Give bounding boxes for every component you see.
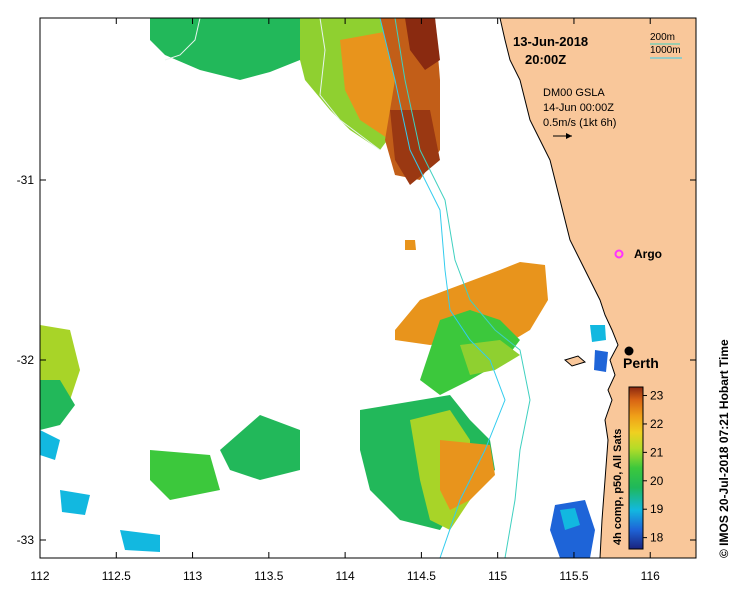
y-tick-label: -31	[17, 173, 35, 187]
land-mass	[499, 18, 696, 558]
header-date: 13-Jun-2018	[513, 34, 588, 49]
x-tick-label: 115.5	[559, 569, 588, 583]
overlay-line3: 0.5m/s (1kt 6h)	[543, 117, 616, 129]
header-time: 20:00Z	[525, 52, 566, 67]
depth-label-1000: 1000m	[650, 45, 681, 56]
x-axis: 112 112.5 113 113.5 114 114.5 115 115.5 116	[30, 18, 660, 583]
isobath-1000-b	[319, 18, 381, 151]
argo-label: Argo	[634, 247, 662, 261]
y-tick-label: -32	[17, 353, 35, 367]
x-tick-label: 114	[336, 569, 355, 583]
x-tick-label: 113.5	[254, 569, 283, 583]
colorbar-tick-label: 23	[650, 389, 664, 403]
rottnest-island	[563, 355, 587, 367]
argo-marker-icon	[614, 249, 624, 259]
colorbar-tick-label: 19	[650, 502, 664, 516]
colorbar-tick-label: 20	[650, 474, 664, 488]
perth-marker-icon	[624, 346, 634, 356]
velocity-arrow-icon	[553, 133, 572, 139]
x-tick-label: 114.5	[407, 569, 436, 583]
perth-label: Perth	[623, 355, 659, 371]
y-tick-label: -33	[17, 533, 35, 547]
colorbar-tick-label: 21	[650, 445, 664, 459]
isobath-1000	[379, 18, 506, 558]
isobath-200	[394, 18, 531, 558]
copyright-label: © IMOS 20-Jul-2018 07:21 Hobart Time	[717, 339, 731, 558]
overlay-line1: DM00 GSLA	[543, 87, 605, 99]
colorbar	[628, 386, 644, 550]
x-tick-label: 115	[488, 569, 507, 583]
colorbar-ticks: 23 22 21 20 19 18	[643, 389, 664, 545]
x-tick-label: 116	[641, 569, 660, 583]
colorbar-tick-label: 22	[650, 417, 664, 431]
overlay-line2: 14-Jun 00:00Z	[543, 102, 614, 114]
y-axis: -31 -32 -33	[17, 173, 696, 547]
x-tick-label: 113	[183, 569, 202, 583]
x-tick-label: 112.5	[102, 569, 131, 583]
colorbar-tick-label: 18	[650, 531, 664, 545]
depth-label-200: 200m	[650, 32, 675, 43]
plot-frame	[39, 17, 697, 559]
x-tick-label: 112	[30, 569, 49, 583]
colorbar-title: 4h comp, p50, All Sats	[612, 429, 624, 545]
isobath-1000-c	[164, 18, 201, 61]
